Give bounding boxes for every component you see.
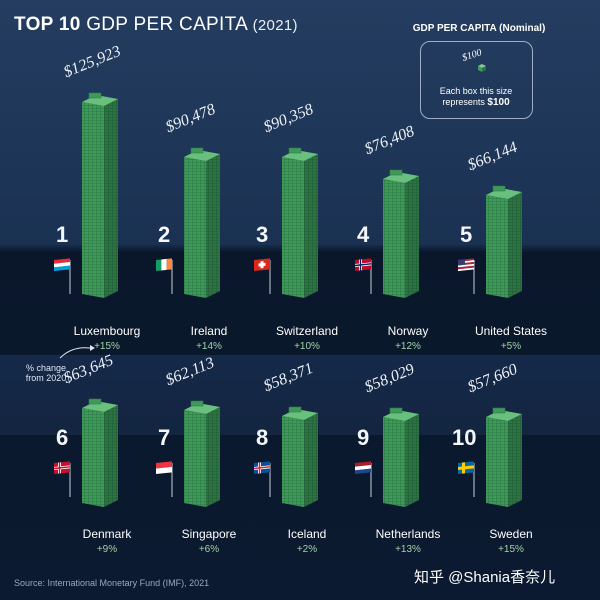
bar-cap <box>88 92 102 99</box>
legend-title: GDP PER CAPITA (Nominal) <box>412 23 546 34</box>
percent-change: +12% <box>395 341 421 352</box>
bar-side-luxembourg <box>104 99 118 298</box>
bar-side-ireland <box>206 154 220 298</box>
netherlands-flag <box>355 461 371 474</box>
rank-number: 10 <box>452 425 477 450</box>
percent-change: +14% <box>196 341 222 352</box>
percent-change: +10% <box>294 341 320 352</box>
change-note: % change from 2020 <box>25 363 67 383</box>
norway-flag <box>355 258 371 271</box>
bar-switzerland <box>282 157 304 298</box>
bar-side-iceland <box>304 413 318 507</box>
bar-cap <box>288 147 302 154</box>
bar-side-denmark <box>104 405 118 507</box>
ireland-flag <box>156 258 172 271</box>
country-name: Sweden <box>489 527 533 541</box>
percent-change: +9% <box>96 544 118 555</box>
rank-number: 3 <box>256 222 269 247</box>
sweden-flag <box>458 461 474 474</box>
rank-number: 4 <box>357 222 370 247</box>
country-name: Switzerland <box>275 324 339 338</box>
percent-change: +15% <box>498 544 524 555</box>
switzerland-flag <box>254 258 270 271</box>
bar-cap <box>288 406 302 413</box>
bar-singapore <box>184 410 206 507</box>
title-bold: TOP 10 <box>14 14 81 35</box>
bar-cap <box>190 147 204 154</box>
source-note: Source: International Monetary Fund (IMF… <box>14 578 210 588</box>
rank-number: 5 <box>460 222 473 247</box>
legend-text: Each box this size represents $100 <box>420 86 532 108</box>
bar-side-switzerland <box>304 154 318 298</box>
country-name: Denmark <box>82 527 132 541</box>
country-name: Iceland <box>287 527 327 541</box>
country-name: Ireland <box>190 324 228 338</box>
bar-cap <box>492 407 506 414</box>
country-name: Norway <box>387 324 429 338</box>
percent-change: +15% <box>94 341 120 352</box>
usa-flag <box>458 258 474 272</box>
bar-side-norway <box>405 176 419 298</box>
luxembourg-flag <box>54 258 70 271</box>
rank-number: 2 <box>158 222 171 247</box>
percent-change: +13% <box>395 544 421 555</box>
rank-number: 1 <box>56 222 69 247</box>
bar-iceland <box>282 416 304 507</box>
legend-line2-prefix: represents <box>442 97 485 107</box>
bar-cap <box>492 185 506 192</box>
percent-change: +2% <box>296 544 318 555</box>
bar-cap <box>389 169 403 176</box>
legend-box <box>420 41 533 119</box>
title-main: GDP PER CAPITA <box>86 14 248 35</box>
bar-netherlands <box>383 417 405 507</box>
bar-side-sweden <box>508 414 522 507</box>
legend-line2-value: $100 <box>487 97 510 108</box>
bar-side-netherlands <box>405 414 419 507</box>
note-arrow-icon <box>59 345 95 359</box>
bar-luxembourg <box>82 102 104 298</box>
watermark: 知乎 @Shania香奈儿 <box>414 569 556 586</box>
country-name: Singapore <box>181 527 237 541</box>
bar-norway <box>383 179 405 298</box>
country-name: Netherlands <box>375 527 441 541</box>
percent-change: +6% <box>198 544 220 555</box>
denmark-flag <box>54 461 70 474</box>
rank-number: 9 <box>357 425 370 450</box>
bar-cap <box>389 407 403 414</box>
bar-denmark <box>82 408 104 507</box>
bar-cap <box>190 400 204 407</box>
bar-ireland <box>184 157 206 298</box>
page-title: TOP 10 GDP PER CAPITA (2021) <box>14 14 298 36</box>
bar-sweden <box>486 417 508 507</box>
rank-number: 6 <box>56 425 69 450</box>
bar-united-states <box>486 195 508 298</box>
rank-number: 7 <box>158 425 171 450</box>
percent-change: +5% <box>500 341 522 352</box>
bar-side-singapore <box>206 407 220 507</box>
singapore-flag <box>156 461 172 474</box>
legend-line1: Each box this size <box>439 86 513 96</box>
legend-cube-icon <box>478 64 486 72</box>
country-name: Luxembourg <box>73 324 141 338</box>
country-name: United States <box>474 324 548 338</box>
rank-number: 8 <box>256 425 269 450</box>
title-year: (2021) <box>252 17 298 34</box>
bar-cap <box>88 398 102 405</box>
iceland-flag <box>254 461 270 474</box>
bar-side-united-states <box>508 192 522 298</box>
